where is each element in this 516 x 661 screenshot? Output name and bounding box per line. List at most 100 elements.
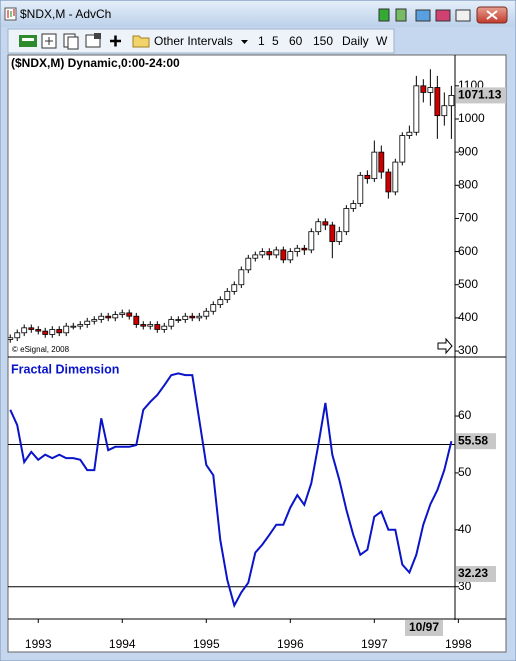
readout-label: 32.23 <box>458 566 488 580</box>
candle-body <box>35 329 42 332</box>
candle-body <box>119 312 126 315</box>
candle-body <box>280 249 287 261</box>
x-tick-label: 1993 <box>25 637 52 651</box>
interval-button[interactable]: W <box>376 34 388 48</box>
candle-body <box>413 85 420 133</box>
y-tick-label: 40 <box>458 522 472 536</box>
candle-body <box>182 315 189 320</box>
candle-body <box>448 95 455 107</box>
candle-body <box>392 161 399 193</box>
add-button[interactable] <box>110 35 121 47</box>
y-tick-label: 50 <box>458 465 472 479</box>
candle-body <box>287 251 294 261</box>
candle-body <box>203 310 210 317</box>
candle-body <box>98 315 105 320</box>
candle-body <box>140 324 147 327</box>
candle-body <box>21 327 28 334</box>
readout-box <box>456 566 496 583</box>
y-tick-label: 900 <box>458 144 478 158</box>
candle-body <box>224 290 231 301</box>
properties-button[interactable] <box>85 33 101 48</box>
candle-body <box>231 284 238 292</box>
candle-body <box>273 249 280 256</box>
candle-body <box>427 87 434 93</box>
candle-body <box>189 315 196 319</box>
candle-body <box>434 87 441 117</box>
y-tick-label: 30 <box>458 579 472 593</box>
candle-body <box>42 330 49 335</box>
x-tick-label: 1995 <box>193 637 220 651</box>
interval-button[interactable]: 5 <box>272 34 279 48</box>
candle-body <box>259 251 266 256</box>
candle-body <box>350 203 357 209</box>
candle-body <box>238 269 245 286</box>
scroll-arrow[interactable] <box>437 337 453 355</box>
cursor-date-box <box>405 620 443 636</box>
refresh-button[interactable] <box>41 33 57 49</box>
y-tick-label: 300 <box>458 343 478 357</box>
indicator-plot <box>8 372 455 609</box>
folder-button[interactable] <box>132 35 150 48</box>
y-tick-label: 60 <box>458 408 472 422</box>
candle-body <box>56 329 63 334</box>
x-tick-label: 1997 <box>361 637 388 651</box>
candle-body <box>399 135 406 163</box>
close-button[interactable] <box>476 6 508 24</box>
candle-body <box>308 231 315 251</box>
candle-body <box>217 299 224 306</box>
candle-body <box>154 324 161 330</box>
interval-button[interactable]: 1 <box>258 34 265 48</box>
x-tick-label: 1998 <box>445 637 472 651</box>
candle-body <box>420 85 427 93</box>
candle-body <box>329 224 336 243</box>
interval-button[interactable]: 150 <box>313 34 333 48</box>
candle-body <box>343 208 350 233</box>
indicator-title: Fractal Dimension <box>11 362 119 376</box>
candle-body <box>266 251 273 256</box>
y-tick-label: 500 <box>458 277 478 291</box>
chart-frame <box>7 54 507 653</box>
candle-body <box>8 337 14 340</box>
candle-body <box>126 312 133 317</box>
candle-body <box>175 319 182 321</box>
y-tick-label: 400 <box>458 310 478 324</box>
candle-body <box>406 131 413 136</box>
candle-body <box>63 325 70 334</box>
x-tick-label: 1994 <box>109 637 136 651</box>
candle-body <box>210 304 217 312</box>
indicator-line <box>9 372 453 609</box>
candle-body <box>91 319 98 322</box>
candle-body <box>105 315 112 319</box>
x-tick-label: 1996 <box>277 637 304 651</box>
interval-button[interactable]: Daily <box>342 34 369 48</box>
candle-body <box>112 314 119 319</box>
y-tick-label: 600 <box>458 244 478 258</box>
candle-body <box>385 171 392 193</box>
candle-body <box>294 247 301 252</box>
candle-body <box>14 332 21 339</box>
interval-menu[interactable]: Other Intervals <box>154 34 248 48</box>
candle-body <box>322 221 329 226</box>
price-title: ($NDX,M) Dynamic,0:00-24:00 <box>11 56 180 70</box>
last-value-box <box>456 433 496 450</box>
candle-body <box>133 315 140 325</box>
candle-body <box>301 247 308 251</box>
price-plot <box>8 69 455 343</box>
link-button[interactable] <box>19 35 37 47</box>
candle-body <box>161 325 168 330</box>
copy-button[interactable] <box>63 33 79 50</box>
candle-body <box>371 151 378 180</box>
window-tool-icons[interactable] <box>378 8 471 22</box>
candle-body <box>77 324 84 327</box>
y-tick-label: 1000 <box>458 111 485 125</box>
last-value-label: 55.58 <box>458 433 488 447</box>
credit: © eSignal, 2008 <box>12 345 70 354</box>
candle-body <box>245 257 252 271</box>
interval-button[interactable]: 60 <box>289 34 303 48</box>
candle-body <box>336 231 343 243</box>
candle-body <box>364 174 371 180</box>
interval-menu-label: Other Intervals <box>154 34 233 48</box>
candle-body <box>147 324 154 327</box>
